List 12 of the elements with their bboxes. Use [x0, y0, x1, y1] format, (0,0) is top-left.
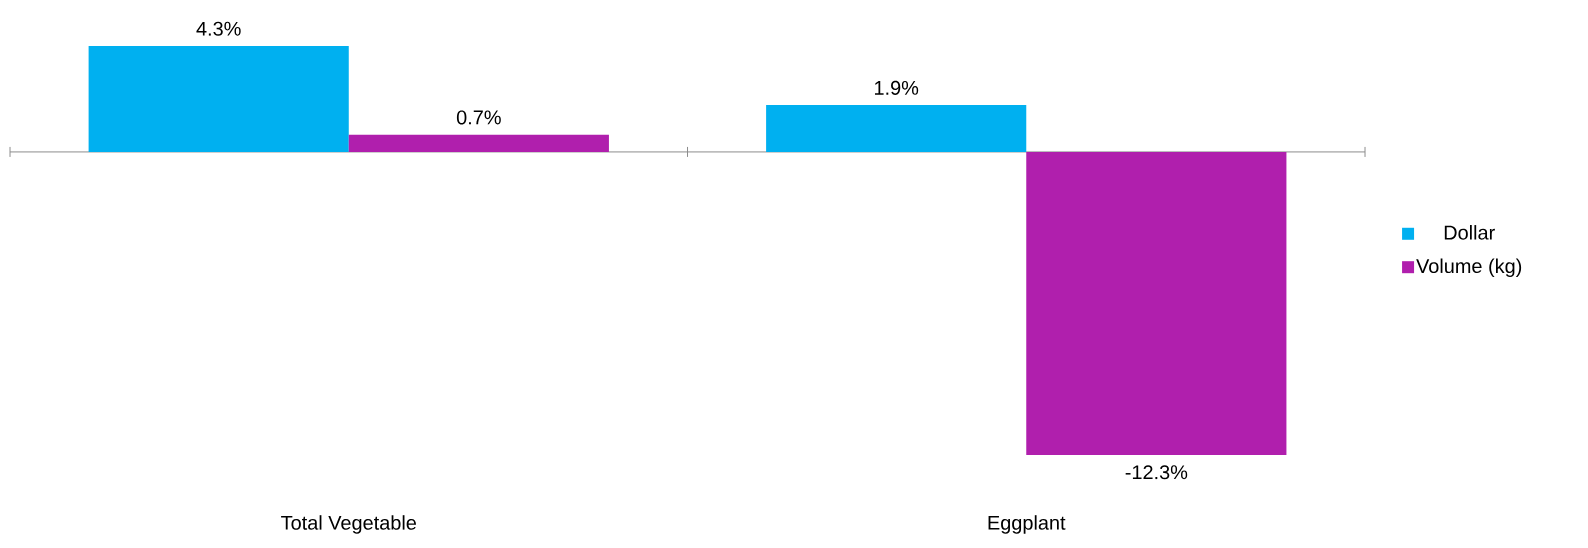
bar [766, 105, 1027, 152]
bar [348, 134, 609, 152]
data-label: 1.9% [874, 80, 919, 95]
x-tick-label: Eggplant [988, 515, 1066, 534]
bar [1026, 151, 1287, 455]
data-label: -12.3% [1125, 465, 1188, 480]
x-tick-label: Total Vegetable [281, 515, 416, 534]
legend-label: Dollar [1444, 225, 1495, 240]
bar [88, 45, 349, 152]
data-label: 0.7% [456, 110, 501, 125]
data-label: 4.3% [196, 21, 241, 36]
legend-label: Volume (kg) [1416, 258, 1522, 278]
